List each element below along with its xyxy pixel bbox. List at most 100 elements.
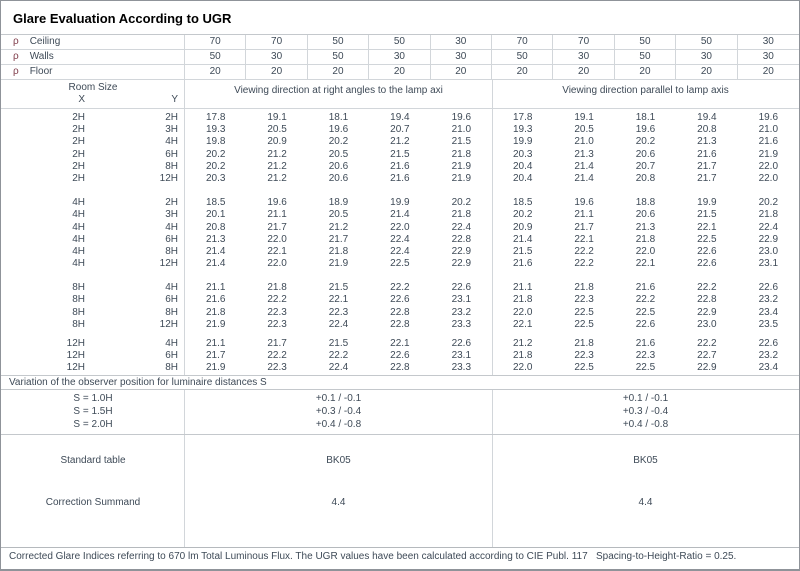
- correction-summand-value-left: 4.4: [331, 497, 346, 509]
- ugr-value: 21.5: [390, 148, 410, 160]
- room-size-xy-labels: X Y: [1, 94, 185, 106]
- ugr-value: 21.1: [512, 282, 533, 294]
- s-variation-section: S = 1.0H +0.1 / -0.1 +0.1 / -0.1 S = 1.5H +0…: [1, 389, 799, 434]
- ugr-value: 21.8: [512, 294, 533, 306]
- table-row: 4H 12H 21.4 22.0 21.9 22.5 22.9 21.6 22.2 22.1 22.…: [1, 258, 799, 270]
- ugr-value: 21.3: [697, 136, 717, 148]
- ugr-value: 21.8: [635, 233, 656, 245]
- room-y-value: 8H: [165, 245, 178, 257]
- rho-value: 50: [492, 50, 554, 64]
- summary-section: Standard table BK05 BK05 Correction Summ…: [1, 433, 799, 547]
- ugr-value: 17.8: [512, 112, 533, 123]
- ugr-value: 21.7: [697, 172, 717, 184]
- ugr-value: 21.2: [267, 148, 287, 160]
- table-row: 2H 6H 20.2 21.2 20.5 21.5 21.8 20.3 21.3 20.6 21.6…: [1, 149, 799, 161]
- room-x-value: 2H: [72, 112, 85, 123]
- room-x-value: 2H: [72, 160, 85, 172]
- s-variation-value-left: +0.3 / -0.4: [315, 405, 362, 417]
- ugr-value: 22.6: [697, 245, 717, 257]
- rho-label-cell: ρ Floor: [1, 65, 185, 79]
- ugr-value: 22.6: [451, 282, 472, 294]
- ugr-value: 21.1: [205, 282, 226, 294]
- s-variation-row: S = 1.0H +0.1 / -0.1 +0.1 / -0.1: [1, 392, 799, 405]
- ugr-value: 22.7: [697, 350, 717, 362]
- s-variation-value-right: +0.3 / -0.4: [622, 405, 669, 417]
- ugr-value: 22.2: [697, 282, 717, 294]
- ugr-value: 20.6: [328, 160, 349, 172]
- ugr-value: 22.6: [758, 282, 779, 294]
- rho-value: 30: [369, 50, 431, 64]
- ugr-value: 21.4: [512, 233, 533, 245]
- room-x-value: 12H: [66, 362, 85, 374]
- ugr-value: 20.7: [635, 160, 656, 172]
- rho-value: 30: [676, 50, 738, 64]
- x-axis-label: X: [78, 94, 85, 105]
- ugr-value: 23.0: [758, 245, 779, 257]
- rho-label-cell: ρ Ceiling: [1, 35, 185, 49]
- footer-note: Corrected Glare Indices referring to 670…: [1, 546, 799, 566]
- rho-value: 50: [308, 50, 370, 64]
- ugr-value: 20.6: [635, 148, 656, 160]
- ugr-value: 20.4: [512, 160, 533, 172]
- room-x-value: 2H: [72, 172, 85, 184]
- ugr-value: 19.6: [328, 124, 349, 136]
- ugr-value: 23.1: [451, 350, 472, 362]
- room-y-value: 12H: [159, 318, 178, 330]
- ugr-value: 21.6: [205, 294, 226, 306]
- ugr-value: 23.1: [451, 294, 472, 306]
- standard-table-value-left: BK05: [326, 455, 351, 467]
- ugr-value: 19.4: [390, 112, 410, 123]
- rho-value: 20: [246, 65, 308, 79]
- reflectance-header-rows: ρ Ceiling 70 70 50 50 30 70 70 50 50 30 ρ Walls 50 30 50…: [1, 35, 799, 80]
- column-divider-groups: [492, 389, 493, 434]
- table-row: 2H 4H 19.8 20.9 20.2 21.2 21.5 19.9 21.0 20.2 21.3…: [1, 136, 799, 148]
- ugr-value: 21.2: [328, 221, 349, 233]
- room-y-value: 6H: [165, 233, 178, 245]
- ugr-value: 18.9: [328, 197, 349, 209]
- ugr-value: 22.8: [451, 233, 472, 245]
- room-x-value: 4H: [72, 197, 85, 209]
- ugr-value: 22.0: [758, 160, 779, 172]
- ugr-value: 22.0: [512, 306, 533, 318]
- room-y-value: 2H: [165, 197, 178, 209]
- ugr-value: 22.0: [390, 221, 410, 233]
- s-variation-rows: S = 1.0H +0.1 / -0.1 +0.1 / -0.1 S = 1.5H +0…: [1, 392, 799, 431]
- room-y-value: 6H: [165, 350, 178, 362]
- rho-row-walls: ρ Walls 50 30 50 30 30 50 30 50 30 30: [1, 50, 799, 65]
- ugr-value: 21.8: [574, 338, 594, 349]
- ugr-value: 20.9: [267, 136, 287, 148]
- ugr-value: 22.3: [635, 350, 656, 362]
- ugr-value: 22.4: [328, 318, 349, 330]
- ugr-value: 20.2: [512, 209, 533, 221]
- table-row: 2H 3H 19.3 20.5 19.6 20.7 21.0 19.3 20.5 19.6 20.8…: [1, 124, 799, 136]
- ugr-value: 22.0: [758, 172, 779, 184]
- ugr-value: 22.5: [635, 306, 656, 318]
- room-y-value: 4H: [165, 338, 178, 349]
- ugr-value: 22.4: [390, 245, 410, 257]
- ugr-value: 18.1: [328, 112, 349, 123]
- ugr-value: 21.8: [267, 282, 287, 294]
- ugr-value: 19.8: [205, 136, 226, 148]
- s-distance-label: S = 1.0H: [73, 392, 113, 404]
- ugr-value: 22.8: [697, 294, 717, 306]
- ugr-value: 21.7: [267, 338, 287, 349]
- standard-table-row: Standard table BK05 BK05: [1, 435, 799, 487]
- s-variation-row: S = 1.5H +0.3 / -0.4 +0.3 / -0.4: [1, 405, 799, 418]
- ugr-value: 19.4: [697, 112, 717, 123]
- rho-value: 50: [369, 35, 431, 49]
- rho-value: 30: [762, 51, 774, 62]
- ugr-value: 20.2: [205, 148, 226, 160]
- room-x-value: 2H: [72, 136, 85, 148]
- ugr-value: 22.5: [697, 233, 717, 245]
- rho-value: 20: [308, 65, 370, 79]
- ugr-value: 20.5: [574, 124, 594, 136]
- room-y-value: 12H: [159, 258, 178, 270]
- room-x-value: 4H: [72, 209, 85, 221]
- rho-surface-label: Floor: [29, 66, 53, 77]
- s-distance-label: S = 2.0H: [73, 418, 113, 430]
- ugr-value: 22.6: [390, 350, 410, 362]
- rho-value: 30: [762, 36, 774, 47]
- room-x-value: 4H: [72, 221, 85, 233]
- ugr-value: 20.5: [328, 209, 349, 221]
- ugr-value: 22.6: [451, 338, 472, 349]
